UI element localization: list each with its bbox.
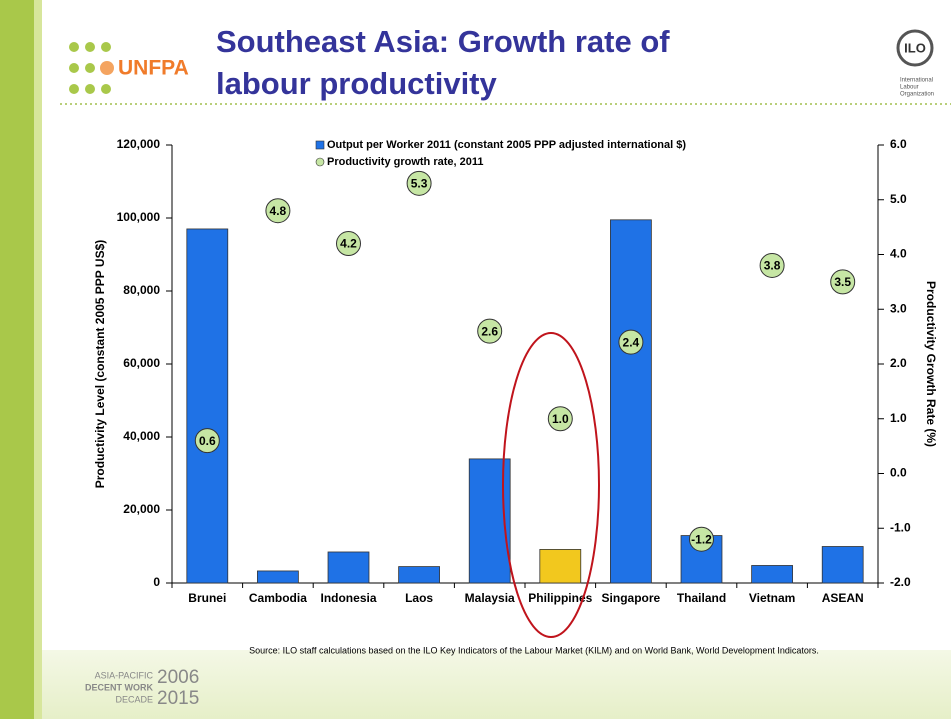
y-tick-label: 0	[153, 575, 160, 589]
y-tick-label: 120,000	[117, 137, 161, 151]
footer-year: 2006	[157, 667, 199, 688]
data-label: 3.5	[834, 275, 851, 289]
point	[759, 252, 785, 278]
point	[406, 170, 432, 196]
point	[194, 428, 220, 454]
ilo-logo: ILO International Labour Organization	[896, 29, 934, 98]
point	[477, 318, 503, 344]
data-label: 3.8	[764, 259, 781, 273]
y2-tick-label: 0.0	[890, 466, 907, 480]
point	[689, 526, 714, 552]
unfpa-logo: UNFPA	[69, 42, 189, 94]
bar	[821, 546, 864, 584]
footer-text: ASIA-PACIFIC	[95, 670, 154, 680]
data-label: 0.6	[199, 434, 216, 448]
bar	[539, 549, 582, 584]
y2-axis-label: Productivity Growth Rate (%)	[924, 281, 938, 447]
x-tick-label: Singapore	[602, 591, 661, 605]
legend-swatch	[315, 140, 325, 150]
point	[830, 269, 856, 295]
y2-tick-label: 3.0	[890, 301, 907, 315]
x-tick-label: Thailand	[677, 591, 726, 605]
x-tick-label: ASEAN	[822, 591, 864, 605]
point	[547, 406, 573, 432]
footer-text: DECENT WORK	[85, 682, 153, 692]
footer-band	[0, 650, 951, 719]
title: Southeast Asia: Growth rate of	[216, 24, 670, 59]
data-label: 4.8	[270, 204, 287, 218]
side-stripe-light	[34, 0, 42, 719]
data-label: 2.6	[481, 324, 498, 338]
x-tick-label: Laos	[405, 591, 433, 605]
highlight-ellipse	[502, 332, 600, 638]
y-axis-label: Productivity Level (constant 2005 PPP US…	[93, 240, 107, 489]
y2-tick-label: 6.0	[890, 137, 907, 151]
bar	[610, 219, 652, 584]
data-label: 1.0	[552, 412, 569, 426]
y2-tick-label: 2.0	[890, 356, 907, 370]
legend-label: Productivity growth rate, 2011	[327, 156, 484, 168]
logo-text: UNFPA	[118, 57, 189, 80]
x-tick-label: Brunei	[188, 591, 226, 605]
y2-tick-label: -2.0	[890, 575, 911, 589]
bar	[186, 228, 229, 584]
point	[265, 198, 291, 224]
bar	[398, 566, 440, 584]
bar	[257, 570, 299, 584]
org-text: Organization	[900, 92, 934, 98]
title: labour productivity	[216, 66, 498, 101]
y-tick-label: 20,000	[123, 502, 160, 516]
y2-tick-label: 4.0	[890, 247, 907, 261]
legend-label: Output per Worker 2011 (constant 2005 PP…	[327, 139, 686, 151]
chart: 0 20,000 40,000 60,000 80,000 100,000 120,000 -…	[93, 137, 938, 605]
legend-swatch	[315, 157, 325, 167]
y2-tick-label: -1.0	[890, 520, 911, 534]
x-tick-label: Cambodia	[249, 591, 307, 605]
footer-text: DECADE	[115, 694, 153, 704]
org-text: International	[900, 78, 933, 84]
y2-tick-label: 5.0	[890, 192, 907, 206]
x-tick-label: Philippines	[528, 591, 592, 605]
y-tick-label: 40,000	[123, 429, 160, 443]
point	[336, 231, 361, 257]
svg-text:ILO: ILO	[904, 40, 926, 55]
data-label: -1.2	[691, 532, 712, 546]
side-stripe	[0, 0, 34, 719]
data-label: 4.2	[340, 237, 357, 251]
y2-tick-label: 1.0	[890, 411, 907, 425]
x-tick-label: Malaysia	[465, 591, 515, 605]
source-note: Source: ILO staff calculations based on …	[249, 645, 819, 655]
bar	[327, 551, 370, 584]
x-tick-label: Vietnam	[749, 591, 795, 605]
point	[618, 329, 644, 355]
y-tick-label: 80,000	[123, 283, 160, 297]
footer-logo: ASIA-PACIFIC DECENT WORK DECADE 2006 201…	[85, 667, 199, 709]
footer-year: 2015	[157, 688, 199, 709]
data-label: 2.4	[623, 335, 640, 349]
y-tick-label: 60,000	[123, 356, 160, 370]
bar	[751, 565, 793, 584]
x-tick-label: Indonesia	[320, 591, 376, 605]
data-label: 5.3	[411, 176, 428, 190]
y-tick-label: 100,000	[117, 210, 161, 224]
org-text: Labour	[900, 85, 919, 91]
